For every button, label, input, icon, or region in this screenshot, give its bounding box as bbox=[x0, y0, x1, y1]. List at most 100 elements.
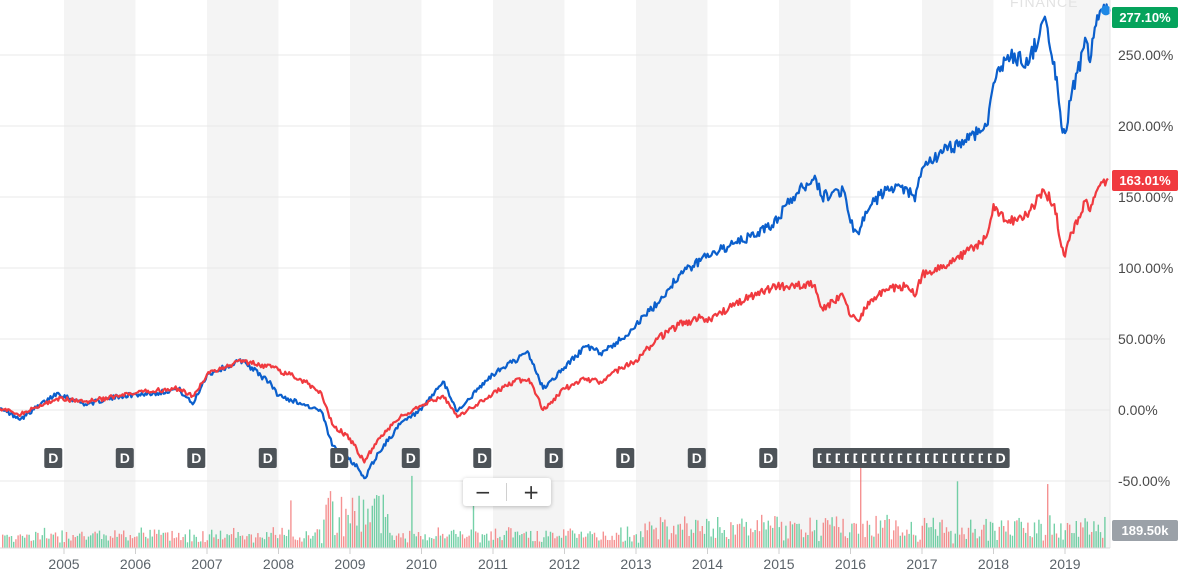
volume-bar bbox=[710, 536, 712, 548]
volume-bar bbox=[736, 524, 739, 548]
volume-bar bbox=[13, 541, 15, 548]
volume-bar bbox=[717, 516, 719, 548]
volume-bar bbox=[1060, 523, 1062, 548]
volume-bar bbox=[560, 537, 563, 548]
volume-bar bbox=[1040, 523, 1042, 548]
zoom-out-button[interactable]: − bbox=[474, 480, 492, 504]
volume-bar bbox=[492, 539, 494, 548]
volume-bar bbox=[653, 529, 655, 548]
volume-bar bbox=[618, 534, 620, 548]
series-line-red bbox=[0, 177, 1109, 464]
volume-bars bbox=[2, 448, 1106, 548]
volume-bar bbox=[112, 537, 114, 548]
volume-bar bbox=[468, 535, 470, 548]
dividend-marker-label: D bbox=[263, 450, 273, 466]
volume-bar bbox=[197, 541, 200, 548]
volume-bar bbox=[571, 530, 574, 548]
volume-bar bbox=[195, 536, 197, 548]
blue-series-badge-text: 277.10% bbox=[1119, 10, 1171, 25]
volume-bar bbox=[871, 535, 873, 548]
volume-bar bbox=[574, 533, 576, 548]
volume-bar bbox=[226, 534, 228, 548]
dividend-marker[interactable]: D bbox=[258, 448, 277, 468]
volume-bar bbox=[255, 537, 257, 548]
volume-bar bbox=[244, 539, 246, 548]
volume-bar bbox=[213, 537, 215, 548]
volume-bar bbox=[835, 516, 838, 548]
volume-bar bbox=[981, 529, 983, 548]
volume-bar bbox=[910, 521, 912, 548]
volume-bar bbox=[1077, 536, 1080, 548]
x-tick-label: 2005 bbox=[48, 556, 79, 572]
dividend-marker[interactable]: D bbox=[687, 448, 706, 468]
volume-bar bbox=[252, 542, 255, 548]
volume-bar bbox=[332, 501, 334, 548]
dividend-marker[interactable]: D bbox=[991, 448, 1010, 468]
volume-bar bbox=[283, 534, 285, 548]
volume-bar bbox=[994, 530, 996, 548]
dividend-marker-label: D bbox=[906, 450, 916, 466]
volume-bar bbox=[1031, 537, 1033, 548]
volume-bar bbox=[215, 534, 217, 548]
volume-bar bbox=[129, 535, 131, 548]
volume-bar bbox=[844, 536, 846, 548]
dividend-marker[interactable]: D bbox=[187, 448, 206, 468]
zoom-in-button[interactable]: + bbox=[522, 480, 540, 504]
volume-bar bbox=[741, 518, 743, 548]
dividend-marker[interactable]: D bbox=[616, 448, 635, 468]
volume-bar bbox=[87, 536, 90, 548]
dividend-marker[interactable]: D bbox=[401, 448, 420, 468]
volume-bar bbox=[567, 530, 569, 548]
dividend-marker[interactable]: D bbox=[330, 448, 349, 468]
volume-bar bbox=[840, 532, 842, 548]
volume-bar bbox=[954, 533, 956, 548]
volume-bar bbox=[961, 527, 963, 548]
zoom-control: − + bbox=[463, 478, 551, 506]
volume-bar bbox=[897, 526, 899, 548]
volume-bar bbox=[756, 520, 758, 548]
volume-bar bbox=[589, 531, 591, 548]
volume-bar bbox=[789, 521, 791, 548]
volume-bar bbox=[1047, 484, 1049, 548]
volume-bar bbox=[712, 528, 714, 548]
x-tick-label: 2013 bbox=[620, 556, 651, 572]
volume-bar bbox=[494, 528, 497, 548]
volume-bar bbox=[1033, 522, 1036, 548]
volume-bar bbox=[380, 533, 382, 548]
dividend-markers[interactable]: DDDDDDDDDDDDDDDDDDDDDDDDDDDDDDDD bbox=[44, 448, 1010, 468]
volume-bar bbox=[393, 539, 395, 548]
dividend-marker[interactable]: D bbox=[544, 448, 563, 468]
volume-bar bbox=[318, 529, 321, 548]
volume-bar bbox=[303, 538, 305, 548]
volume-bar bbox=[389, 532, 391, 548]
volume-bar bbox=[728, 538, 730, 548]
volume-bar bbox=[750, 528, 752, 548]
volume-bar bbox=[4, 535, 6, 548]
volume-bar bbox=[123, 530, 125, 548]
dividend-marker-box bbox=[687, 448, 706, 468]
volume-bar bbox=[934, 529, 937, 548]
volume-bar bbox=[345, 508, 347, 548]
x-tick-label: 2017 bbox=[906, 556, 937, 572]
volume-bar bbox=[556, 536, 558, 548]
dividend-marker[interactable]: D bbox=[759, 448, 778, 468]
volume-bar bbox=[349, 523, 351, 548]
volume-bar bbox=[596, 537, 598, 548]
volume-bar bbox=[15, 539, 17, 548]
volume-bar bbox=[373, 498, 376, 548]
volume-bar bbox=[259, 537, 261, 548]
volume-bar bbox=[272, 527, 274, 548]
volume-bar bbox=[769, 525, 772, 548]
dividend-marker[interactable]: D bbox=[473, 448, 492, 468]
dividend-marker[interactable]: D bbox=[115, 448, 134, 468]
volume-bar bbox=[1044, 534, 1047, 548]
volume-bar bbox=[488, 540, 490, 548]
dividend-marker[interactable]: D bbox=[44, 448, 63, 468]
volume-bar bbox=[402, 533, 404, 548]
volume-bar bbox=[721, 532, 723, 548]
volume-bar bbox=[831, 517, 833, 548]
volume-bar bbox=[481, 534, 483, 548]
dividend-marker-label: D bbox=[968, 450, 978, 466]
volume-bar bbox=[930, 527, 932, 548]
volume-bar bbox=[1003, 526, 1005, 548]
